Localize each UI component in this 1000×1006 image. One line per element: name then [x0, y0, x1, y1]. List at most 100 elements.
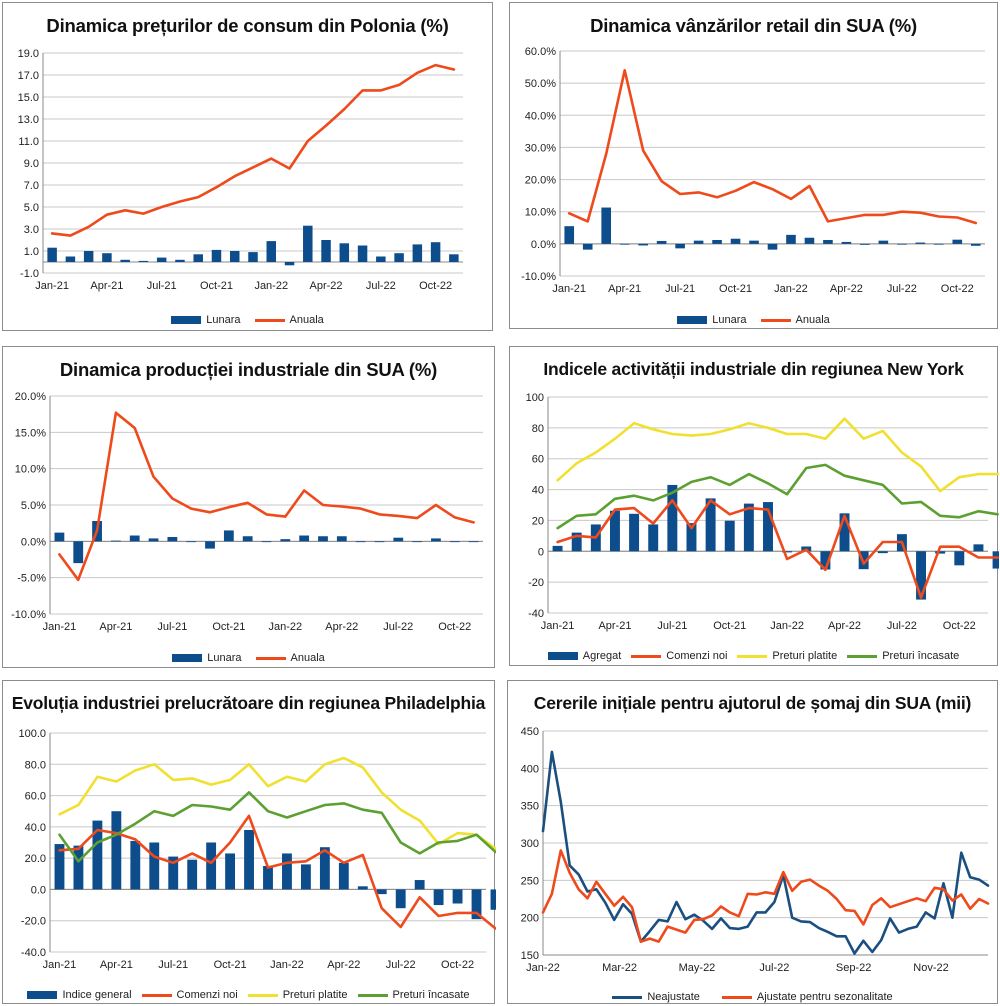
x-tick-label: Jul-22 — [759, 962, 789, 974]
bar — [686, 523, 697, 552]
bar — [83, 251, 94, 262]
x-tick-label: Jan-22 — [770, 620, 804, 632]
bar — [552, 545, 563, 552]
y-tick-label: -20.0 — [21, 916, 46, 928]
x-tick-label: Jan-22 — [269, 621, 303, 633]
x-tick-label: Apr-21 — [100, 959, 133, 971]
bar — [934, 243, 944, 245]
bar — [638, 243, 648, 246]
legend-item-lunara: Lunara — [677, 314, 747, 326]
x-tick-label: Oct-22 — [438, 621, 471, 633]
bar — [47, 247, 57, 262]
y-tick-label: 0.0% — [21, 536, 46, 548]
bar — [92, 820, 103, 890]
bar — [693, 240, 704, 244]
y-tick-label: 20 — [532, 515, 544, 527]
x-tick-label: Apr-22 — [830, 283, 863, 295]
bar — [897, 243, 907, 245]
x-tick-label: Jan-21 — [43, 959, 77, 971]
bar — [490, 889, 496, 910]
bar — [749, 240, 759, 244]
x-tick-label: Jul-22 — [383, 621, 413, 633]
bar — [433, 889, 444, 906]
legend-item-preturi-incasate: Preturi încasate — [847, 650, 959, 662]
y-tick-label: 17.0 — [18, 70, 39, 82]
bar — [414, 880, 425, 890]
bar — [395, 889, 406, 909]
y-tick-label: 9.0 — [24, 158, 39, 170]
y-tick-label: 40.0 — [25, 822, 46, 834]
bar — [823, 240, 833, 244]
chart-plot: -10.0% -5.0% 0.0% 5.0% 10.0% 15.0% 20.0% Jan-21… — [11, 391, 483, 633]
x-tick-label: Oct-21 — [713, 620, 746, 632]
bar — [767, 243, 778, 250]
chart-title: Dinamica producției industriale din SUA … — [59, 359, 438, 380]
bar — [954, 551, 965, 566]
bar — [149, 842, 160, 890]
bar — [601, 207, 611, 244]
chart-title: Dinamica prețurilor de consum din Poloni… — [46, 15, 449, 36]
bar — [263, 865, 273, 890]
bar — [915, 242, 926, 244]
x-tick-label: Apr-22 — [310, 280, 343, 292]
chart-plot: -40 -20 0 20 40 60 80 100 Jan-21 Apr-21 Jul-21 Oct-… — [526, 392, 999, 632]
y-tick-label: 250 — [521, 875, 539, 887]
series-line — [541, 849, 990, 943]
bar — [110, 540, 121, 542]
x-tick-label: Jul-22 — [386, 959, 416, 971]
bar — [206, 842, 217, 890]
bar — [431, 538, 441, 542]
bar — [242, 536, 253, 542]
series-line — [58, 411, 475, 582]
y-tick-label: 10.0% — [15, 464, 46, 476]
y-tick-label: 100 — [526, 392, 544, 404]
chart-panel-us-jobless: Cererile inițiale pentru ajutorul de șom… — [507, 680, 998, 1004]
bar — [54, 844, 65, 890]
x-tick-label: Apr-22 — [325, 621, 358, 633]
bar — [156, 257, 167, 262]
y-tick-label: 450 — [521, 726, 539, 738]
chart-plot: 150 200 250 300 350 400 450 Jan-22 Mar-22 May-22 J… — [521, 726, 990, 974]
bar — [705, 498, 716, 552]
bar — [619, 243, 630, 245]
bar — [54, 532, 65, 542]
chart-plot: -40.0 -20.0 0.0 20.0 40.0 60.0 80.0 100.0 Jan-21… — [18, 728, 496, 971]
legend-item-preturi-platite: Preturi platite — [737, 650, 837, 662]
bar — [449, 254, 459, 262]
bar — [877, 551, 888, 554]
y-tick-label: 10.0% — [525, 207, 556, 219]
bar — [299, 535, 310, 542]
bar — [804, 237, 815, 244]
x-tick-label: Jul-22 — [366, 280, 396, 292]
bar — [339, 243, 350, 262]
bar — [336, 536, 347, 542]
y-tick-label: 400 — [521, 763, 539, 775]
bar — [471, 889, 482, 920]
y-tick-label: 100.0 — [18, 728, 46, 740]
x-tick-label: Oct-21 — [214, 959, 247, 971]
x-tick-label: Jan-21 — [552, 283, 586, 295]
bar — [878, 240, 889, 244]
bar — [120, 259, 130, 262]
bar — [376, 889, 387, 895]
chart-legend: Lunara Anuala — [3, 314, 492, 326]
bar — [175, 259, 185, 262]
y-tick-label: 20.0% — [15, 391, 46, 403]
x-tick-label: Oct-21 — [719, 283, 752, 295]
series-line — [556, 499, 999, 599]
bar — [452, 889, 463, 904]
x-tick-label: Jan-22 — [774, 283, 808, 295]
y-tick-label: 19.0 — [18, 48, 39, 60]
x-tick-label: Apr-21 — [598, 620, 631, 632]
y-tick-label: -1.0 — [20, 268, 39, 280]
bar — [138, 260, 149, 262]
bar — [860, 243, 870, 245]
bar — [468, 541, 479, 543]
bar — [318, 536, 328, 542]
bar — [724, 520, 735, 552]
bar — [266, 241, 277, 262]
y-tick-label: -5.0% — [17, 573, 46, 585]
bar — [319, 847, 330, 890]
bar — [393, 537, 404, 542]
series-line — [58, 791, 496, 863]
